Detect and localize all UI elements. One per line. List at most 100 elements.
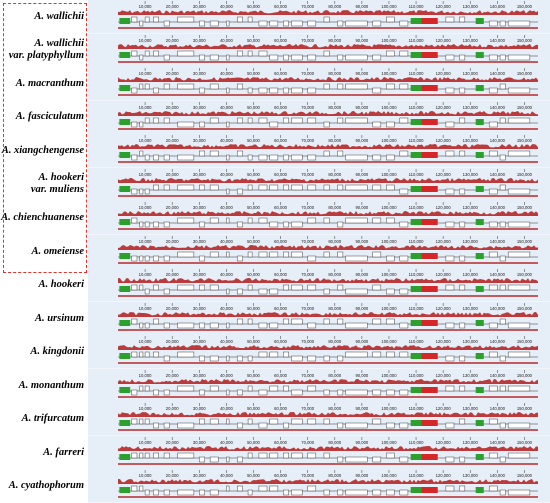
gene-block: [421, 152, 438, 159]
species-label: A. wallichii: [34, 10, 84, 22]
gene-block: [226, 20, 230, 27]
axis-tick-label: 60,000: [274, 306, 287, 311]
gene-block: [131, 16, 138, 23]
axis-tick-label: 90,000: [355, 306, 368, 311]
highlight-group-box: [3, 3, 87, 273]
gene-block: [139, 255, 144, 261]
axis-tick-label: 130,000: [463, 38, 479, 43]
axis-tick-label: 20,000: [166, 138, 179, 143]
gene-block: [323, 318, 330, 325]
gene-block: [131, 285, 138, 291]
axis-tick-label: 40,000: [220, 71, 233, 76]
axis-tick-label: 10,000: [139, 138, 152, 143]
axis-tick-label: 50,000: [247, 473, 260, 478]
gene-block: [209, 83, 219, 90]
gene-block: [445, 385, 455, 392]
gene-block: [226, 251, 230, 257]
gene-block: [144, 221, 150, 228]
gene-block: [226, 54, 230, 60]
axis-tick-label: 110,000: [409, 306, 424, 311]
gene-block: [283, 154, 289, 161]
gene-block: [499, 221, 506, 228]
gene-block: [372, 419, 382, 425]
axis-tick-label: 20,000: [166, 406, 179, 411]
gene-block: [507, 423, 531, 429]
gene-block: [152, 423, 159, 429]
gene-block: [199, 121, 205, 127]
genome-track: 10,000 20,000 30,000 40,000 50,000 60,000 70,0…: [88, 469, 550, 503]
gene-block: [144, 50, 150, 56]
gene-block: [258, 20, 268, 27]
axis-tick-label: 130,000: [463, 373, 479, 378]
gene-block: [177, 184, 195, 190]
gene-block: [459, 419, 466, 425]
gene-block: [323, 83, 330, 90]
axis-tick-label: 140,000: [490, 38, 506, 43]
gene-block: [209, 20, 219, 27]
axis-tick-label: 10,000: [139, 105, 152, 110]
axis-tick-label: 110,000: [409, 71, 424, 76]
gene-block: [177, 251, 195, 257]
axis-tick-label: 110,000: [409, 138, 424, 143]
axis-tick-label: 110,000: [409, 239, 424, 244]
axis-tick-label: 90,000: [355, 38, 368, 43]
axis-tick-label: 70,000: [301, 406, 314, 411]
species-label: A. xiangchengense: [1, 144, 84, 156]
gene-block: [177, 83, 195, 90]
axis-tick-label: 30,000: [193, 339, 206, 344]
gene-block: [421, 219, 438, 226]
species-label: A. trifurcatum: [21, 413, 84, 425]
gene-block: [445, 255, 455, 261]
gene-block: [209, 251, 219, 257]
gene-block: [488, 20, 498, 27]
gene-block: [139, 188, 144, 194]
gene-block: [386, 217, 395, 224]
gene-block: [226, 188, 230, 194]
gene-block: [258, 352, 268, 358]
coverage-band: [118, 77, 538, 83]
gene-block: [499, 385, 506, 392]
gene-block: [399, 255, 409, 261]
axis-tick-label: 150,000: [517, 105, 533, 110]
axis-tick-label: 40,000: [220, 473, 233, 478]
axis-tick-label: 80,000: [328, 138, 341, 143]
gene-block: [459, 16, 466, 23]
gene-block: [323, 184, 330, 190]
gene-block: [323, 121, 330, 127]
gene-block: [163, 322, 170, 329]
gene-block: [337, 318, 344, 325]
gene-block: [247, 419, 253, 425]
gene-block: [323, 490, 330, 496]
gene-block: [236, 318, 243, 325]
gene-block: [283, 184, 289, 190]
gene-block: [247, 117, 253, 123]
gene-block: [177, 352, 195, 358]
gene-block: [323, 150, 330, 157]
coverage-band: [118, 177, 538, 183]
gene-block: [269, 121, 279, 127]
gene-block: [337, 221, 344, 228]
axis-tick-label: 130,000: [463, 440, 479, 445]
gene-block: [345, 255, 368, 261]
gene-block: [488, 54, 498, 60]
gene-block: [152, 389, 159, 396]
gene-block: [291, 389, 303, 396]
gene-block: [459, 87, 466, 94]
gene-block: [372, 87, 382, 94]
genome-track: 10,000 20,000 30,000 40,000 50,000 60,000 70,0…: [88, 67, 550, 101]
lower-coverage-strip: [118, 429, 538, 432]
gene-block: [345, 389, 368, 396]
gene-block: [386, 318, 395, 325]
gene-block: [386, 423, 395, 429]
axis-tick-label: 10,000: [139, 205, 152, 210]
axis-tick-label: 50,000: [247, 306, 260, 311]
gene-block: [269, 486, 279, 492]
gene-block: [209, 456, 219, 463]
gene-block: [139, 20, 144, 27]
coverage-band: [118, 479, 538, 485]
gene-block: [119, 85, 131, 92]
gene-block: [258, 117, 268, 123]
gene-block: [307, 54, 317, 60]
genome-track: 10,000 20,000 30,000 40,000 50,000 60,000 70,0…: [88, 402, 550, 436]
gene-block: [488, 121, 498, 127]
